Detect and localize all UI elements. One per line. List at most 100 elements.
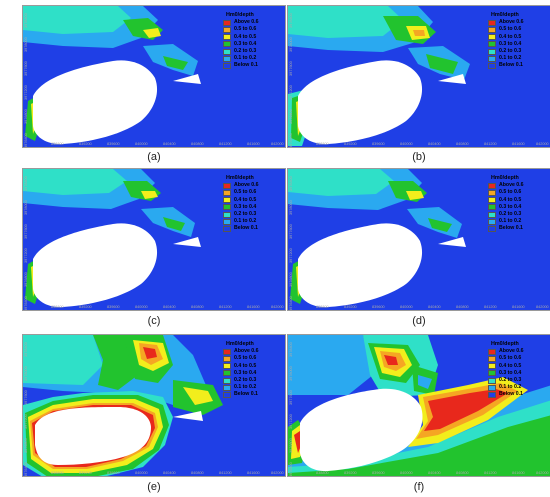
y-tick-label: 3978000 xyxy=(24,37,28,52)
legend-title: Hm0/depth xyxy=(491,341,519,347)
y-tick-label: 3977200 xyxy=(289,248,293,263)
legend-label: 0.1 to 0.2 xyxy=(499,55,522,62)
legend-item: 0.3 to 0.4 xyxy=(223,370,281,377)
legend-item: 0.2 to 0.3 xyxy=(223,48,281,55)
y-tick-label: 3978000 xyxy=(24,200,28,215)
legend-item: 0.2 to 0.3 xyxy=(488,377,546,384)
legend-label: 0.2 to 0.3 xyxy=(234,376,257,383)
y-tick-label: 3978000 xyxy=(24,366,28,381)
legend-swatch xyxy=(223,370,231,377)
legend-label: Above 0.6 xyxy=(234,182,259,189)
legend-swatch xyxy=(488,348,496,355)
x-tick-label: 840000 xyxy=(400,305,413,309)
legend-label: 0.5 to 0.6 xyxy=(499,189,522,196)
legend-swatch xyxy=(488,48,496,55)
y-tick-label: 3976400 xyxy=(24,296,28,311)
y-tick-label: 3976800 xyxy=(24,109,28,124)
x-tick-label: 840000 xyxy=(400,471,413,475)
legend-swatch xyxy=(223,391,231,398)
x-tick-label: 840800 xyxy=(456,305,469,309)
x-tick-label: 841200 xyxy=(484,305,497,309)
legend-item: 0.2 to 0.3 xyxy=(223,377,281,384)
map-panel-f: Hm0/depth Above 0.6 0.5 to 0.6 0.4 to 0.… xyxy=(287,334,550,477)
legend-item: 0.4 to 0.5 xyxy=(223,34,281,41)
x-tick-label: 842000 xyxy=(536,142,549,146)
x-tick-label: 842000 xyxy=(536,305,549,309)
x-tick-label: 840000 xyxy=(135,471,148,475)
x-tick-label: 839600 xyxy=(107,142,120,146)
x-tick-label: 841600 xyxy=(247,471,260,475)
y-tick-label: 3977600 xyxy=(24,61,28,76)
y-tick-label: 3977600 xyxy=(289,390,293,405)
legend-swatch xyxy=(488,204,496,211)
x-tick-label: 839200 xyxy=(344,305,357,309)
x-tick-label: 841200 xyxy=(484,142,497,146)
x-tick-label: 841200 xyxy=(219,142,232,146)
x-tick-label: 839600 xyxy=(107,471,120,475)
y-tick-label: 3977600 xyxy=(289,224,293,239)
legend-title: Hm0/depth xyxy=(491,12,519,18)
legend-label: Below 0.1 xyxy=(499,391,523,398)
legend-label: 0.3 to 0.4 xyxy=(499,203,522,210)
x-tick-label: 840800 xyxy=(191,471,204,475)
map-panel-e: Hm0/depth Above 0.6 0.5 to 0.6 0.4 to 0.… xyxy=(22,334,286,477)
legend-swatch xyxy=(223,41,231,48)
legend-swatch xyxy=(223,197,231,204)
legend-item: 0.4 to 0.5 xyxy=(488,197,546,204)
legend-item: Below 0.1 xyxy=(488,391,546,398)
legend-swatch xyxy=(223,26,231,33)
legend-swatch xyxy=(223,225,231,232)
wave-height-map-e xyxy=(23,335,285,476)
x-tick-label: 840400 xyxy=(163,471,176,475)
x-tick-label: 841200 xyxy=(484,471,497,475)
y-tick-label: 3976800 xyxy=(24,438,28,453)
legend-item: 0.2 to 0.3 xyxy=(223,211,281,218)
y-tick-label: 3976800 xyxy=(289,109,293,124)
x-tick-label: 840800 xyxy=(456,471,469,475)
legend-label: 0.5 to 0.6 xyxy=(499,355,522,362)
legend-label: 0.5 to 0.6 xyxy=(234,26,257,33)
panel-caption-c: (c) xyxy=(147,315,161,327)
legend-item: 0.4 to 0.5 xyxy=(488,363,546,370)
x-tick-label: 840800 xyxy=(191,142,204,146)
legend-item: Above 0.6 xyxy=(488,348,546,355)
y-tick-label: 3978000 xyxy=(289,37,293,52)
legend-item: 0.2 to 0.3 xyxy=(488,211,546,218)
legend-item: 0.3 to 0.4 xyxy=(488,41,546,48)
y-tick-label: 3976400 xyxy=(24,462,28,477)
x-tick-label: 838800 xyxy=(316,142,329,146)
legend-item: Below 0.1 xyxy=(488,62,546,69)
x-tick-label: 838800 xyxy=(51,305,64,309)
y-tick-label: 3978400 xyxy=(24,342,28,357)
y-tick-label: 3978400 xyxy=(289,176,293,191)
legend-swatch xyxy=(488,370,496,377)
y-tick-label: 3977200 xyxy=(24,414,28,429)
legend-swatch xyxy=(223,363,231,370)
legend-item: 0.1 to 0.2 xyxy=(488,218,546,225)
legend-swatch xyxy=(223,355,231,362)
y-tick-label: 3976400 xyxy=(289,296,293,311)
legend-item: 0.1 to 0.2 xyxy=(223,218,281,225)
legend-swatch xyxy=(223,19,231,26)
y-tick-label: 3977200 xyxy=(24,85,28,100)
legend-item: Above 0.6 xyxy=(223,182,281,189)
legend-swatch xyxy=(223,34,231,41)
legend-label: Above 0.6 xyxy=(234,348,259,355)
panel-caption-e: (e) xyxy=(147,481,161,493)
legend-label: 0.3 to 0.4 xyxy=(234,369,257,376)
legend-swatch xyxy=(488,355,496,362)
wave-height-map-c xyxy=(23,169,285,310)
legend-swatch xyxy=(488,384,496,391)
legend-label: Above 0.6 xyxy=(499,19,524,26)
legend-item: 0.4 to 0.5 xyxy=(223,363,281,370)
legend: Hm0/depth Above 0.6 0.5 to 0.6 0.4 to 0.… xyxy=(488,175,546,233)
x-tick-label: 842000 xyxy=(271,471,284,475)
legend-swatch xyxy=(223,377,231,384)
y-tick-label: 3977200 xyxy=(289,414,293,429)
y-tick-label: 3978400 xyxy=(289,13,293,28)
legend-label: 0.5 to 0.6 xyxy=(499,26,522,33)
x-tick-label: 840400 xyxy=(428,471,441,475)
legend-swatch xyxy=(488,211,496,218)
legend-item: 0.2 to 0.3 xyxy=(488,48,546,55)
legend-swatch xyxy=(488,34,496,41)
